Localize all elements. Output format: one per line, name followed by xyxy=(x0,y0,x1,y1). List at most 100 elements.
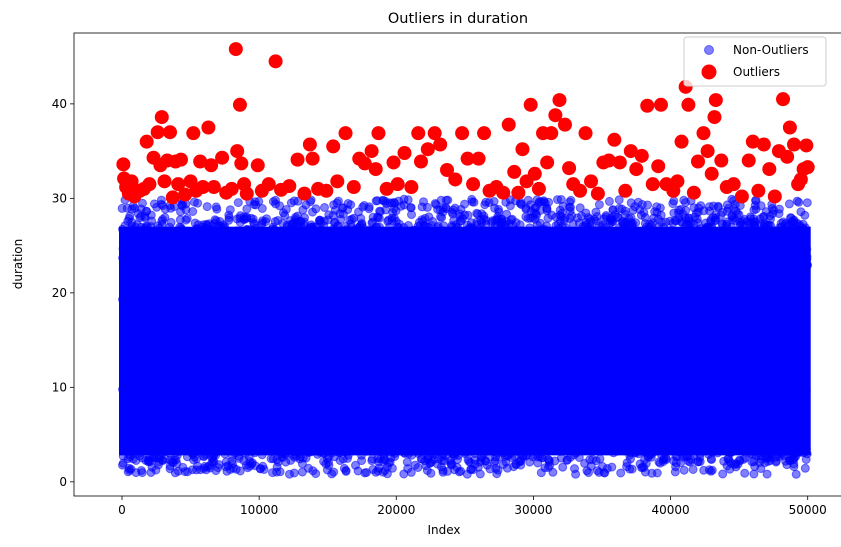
non-outlier-point xyxy=(450,272,460,282)
non-outlier-point xyxy=(710,306,720,315)
outlier-point xyxy=(230,144,245,159)
non-outlier-point xyxy=(740,321,750,331)
non-outlier-point xyxy=(529,258,539,268)
outlier-point xyxy=(726,177,741,192)
non-outlier-point xyxy=(320,203,329,212)
non-outlier-point xyxy=(133,256,143,266)
non-outlier-point xyxy=(310,286,319,296)
non-outlier-point xyxy=(618,322,628,332)
non-outlier-point xyxy=(214,412,224,422)
non-outlier-point xyxy=(628,249,637,259)
non-outlier-point xyxy=(161,260,171,270)
non-outlier-point xyxy=(266,322,276,332)
non-outlier-point xyxy=(361,252,371,262)
non-outlier-point xyxy=(572,397,582,407)
non-outlier-point xyxy=(599,444,608,454)
non-outlier-point xyxy=(331,257,341,267)
non-outlier-point xyxy=(385,428,395,438)
non-outlier-point xyxy=(555,421,565,431)
non-outlier-point xyxy=(785,456,795,466)
non-outlier-point xyxy=(232,371,241,381)
non-outlier-point xyxy=(785,427,795,437)
outlier-point xyxy=(228,42,243,57)
non-outlier-point xyxy=(343,453,352,463)
non-outlier-point xyxy=(333,335,343,345)
non-outlier-point xyxy=(463,210,473,220)
non-outlier-point xyxy=(493,212,503,221)
non-outlier-point xyxy=(515,228,525,238)
non-outlier-point xyxy=(247,309,257,319)
non-outlier-point xyxy=(572,263,582,273)
non-outlier-point xyxy=(759,331,769,340)
non-outlier-point xyxy=(291,293,301,303)
non-outlier-point xyxy=(174,363,184,373)
non-outlier-point xyxy=(423,260,433,270)
non-outlier-point xyxy=(363,339,373,349)
non-outlier-point xyxy=(719,338,729,348)
non-outlier-point xyxy=(302,269,312,279)
non-outlier-point xyxy=(631,319,641,329)
outlier-point xyxy=(531,181,546,196)
non-outlier-point xyxy=(520,356,530,365)
non-outlier-point xyxy=(620,222,630,232)
non-outlier-point xyxy=(331,420,341,430)
non-outlier-point xyxy=(557,375,567,385)
non-outlier-point xyxy=(525,223,535,233)
non-outlier-point xyxy=(791,469,801,479)
non-outlier-point xyxy=(724,300,734,310)
non-outlier-point xyxy=(345,363,355,373)
outlier-point xyxy=(607,132,622,147)
non-outlier-point xyxy=(469,361,479,371)
non-outlier-point xyxy=(739,339,749,349)
non-outlier-point xyxy=(756,370,766,380)
non-outlier-point xyxy=(331,446,341,456)
non-outlier-point xyxy=(393,382,403,392)
non-outlier-point xyxy=(577,444,587,454)
non-outlier-point xyxy=(713,202,723,212)
non-outlier-point xyxy=(463,252,473,262)
non-outlier-point xyxy=(702,261,712,271)
non-outlier-point xyxy=(470,459,480,469)
non-outlier-point xyxy=(143,344,153,354)
non-outlier-point xyxy=(573,319,583,329)
outlier-point xyxy=(501,117,516,132)
non-outlier-point xyxy=(606,215,616,225)
non-outlier-point xyxy=(696,201,706,211)
non-outlier-point xyxy=(653,438,663,448)
non-outlier-point xyxy=(374,370,383,380)
non-outlier-point xyxy=(691,376,701,386)
non-outlier-point xyxy=(560,213,570,223)
non-outlier-point xyxy=(198,232,208,242)
non-outlier-point xyxy=(119,368,129,378)
non-outlier-point xyxy=(754,238,763,248)
non-outlier-point xyxy=(802,254,812,264)
non-outlier-point xyxy=(118,460,127,470)
non-outlier-point xyxy=(671,462,681,472)
non-outlier-point xyxy=(544,455,554,465)
non-outlier-point xyxy=(266,314,276,324)
non-outlier-point xyxy=(799,292,809,302)
non-outlier-point xyxy=(271,199,281,209)
outlier-point xyxy=(544,126,559,141)
non-outlier-point xyxy=(309,430,319,440)
non-outlier-point xyxy=(444,343,454,353)
non-outlier-point xyxy=(771,364,781,374)
non-outlier-point xyxy=(153,267,163,277)
non-outlier-point xyxy=(296,310,306,319)
non-outlier-point xyxy=(783,312,793,322)
non-outlier-point xyxy=(227,378,237,388)
non-outlier-point xyxy=(346,200,356,210)
non-outlier-point xyxy=(745,398,755,408)
non-outlier-point xyxy=(511,325,520,334)
outlier-point xyxy=(186,126,201,141)
non-outlier-point xyxy=(641,315,651,325)
non-outlier-point xyxy=(358,302,368,312)
non-outlier-point xyxy=(159,422,169,432)
non-outlier-point xyxy=(566,195,576,205)
non-outlier-point xyxy=(446,245,456,255)
non-outlier-point xyxy=(715,256,725,266)
non-outlier-point xyxy=(763,220,773,230)
non-outlier-point xyxy=(729,406,739,416)
non-outlier-point xyxy=(710,340,720,350)
non-outlier-point xyxy=(278,248,288,258)
